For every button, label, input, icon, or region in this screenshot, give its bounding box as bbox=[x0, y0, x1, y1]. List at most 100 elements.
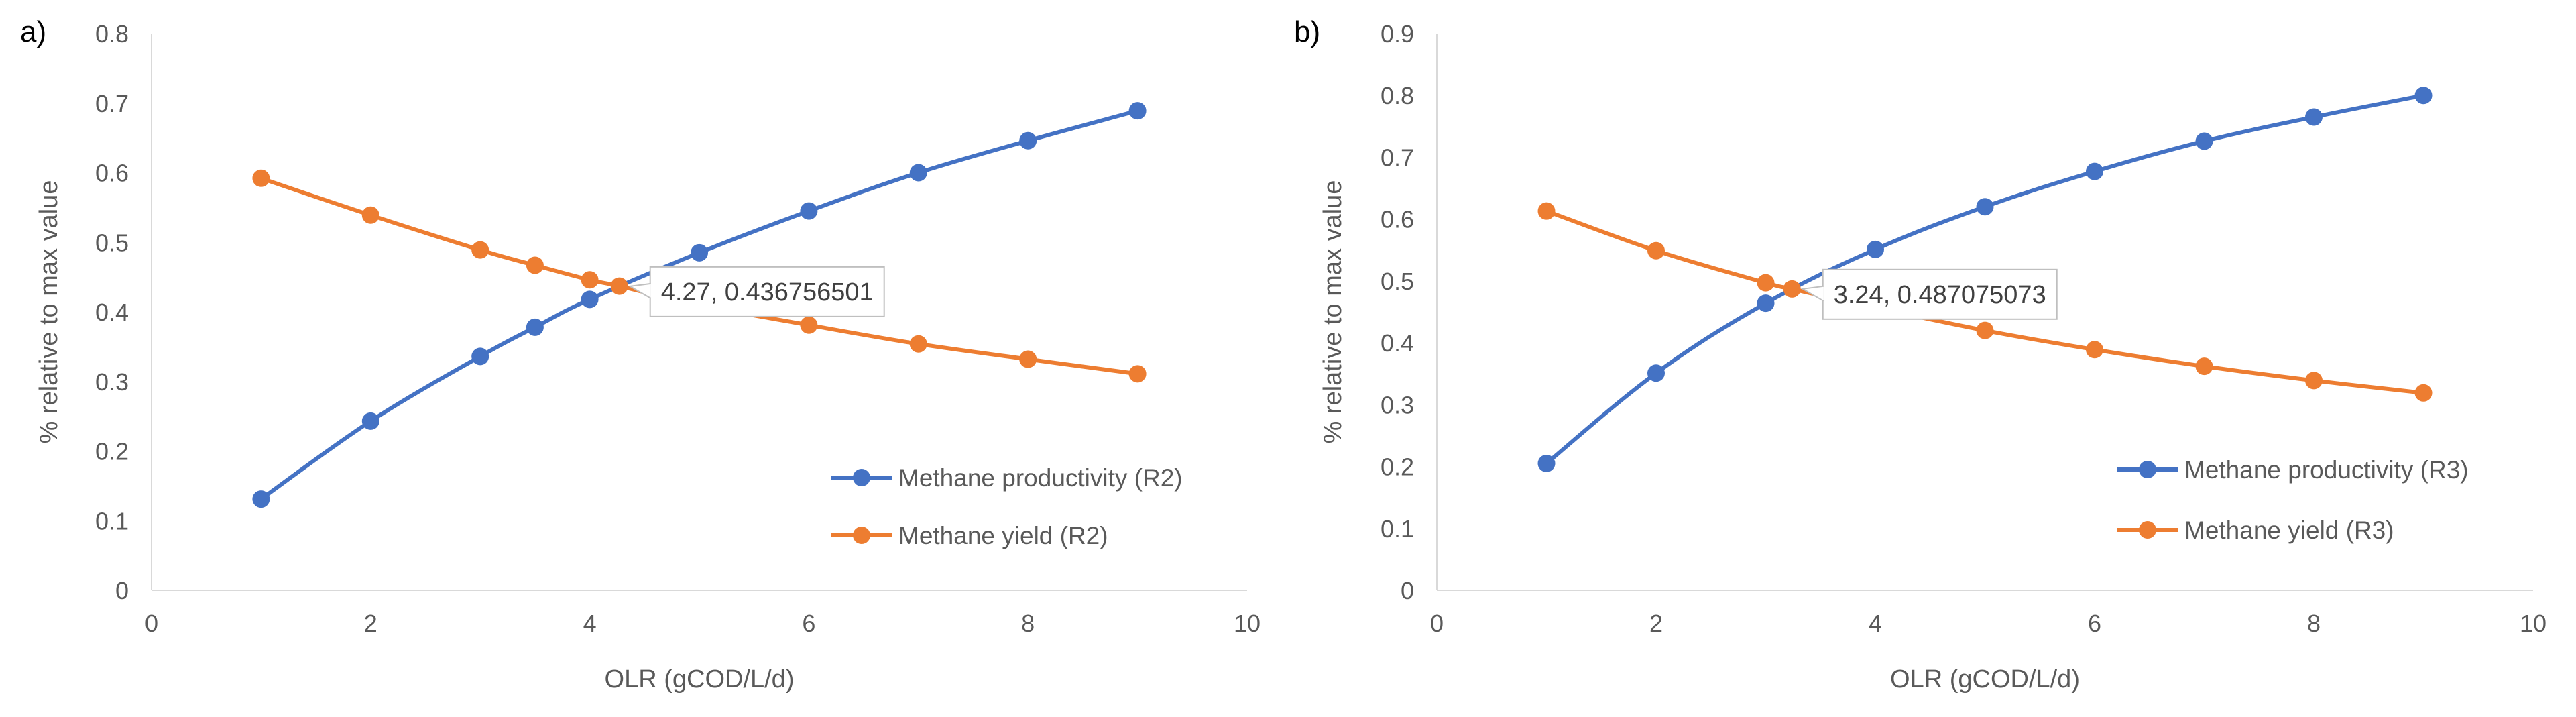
data-point[interactable] bbox=[1019, 131, 1037, 150]
y-tick-label: 0 bbox=[115, 577, 129, 604]
x-tick-label: 10 bbox=[1234, 610, 1261, 637]
x-axis-title: OLR (gCOD/L/d) bbox=[1890, 665, 2080, 694]
legend-label: Methane yield (R3) bbox=[2184, 516, 2394, 544]
callout-text: 4.27, 0.436756501 bbox=[661, 278, 874, 307]
data-callout: 4.27, 0.436756501 bbox=[628, 266, 885, 317]
y-tick-label: 0.2 bbox=[95, 438, 129, 465]
data-point[interactable] bbox=[2086, 162, 2103, 180]
x-tick-label: 0 bbox=[1430, 610, 1444, 637]
data-point[interactable] bbox=[361, 412, 379, 430]
legend-marker bbox=[853, 527, 870, 544]
y-tick-label: 0.8 bbox=[95, 20, 129, 48]
series-line bbox=[1544, 209, 2426, 395]
x-tick-label: 6 bbox=[802, 610, 815, 637]
data-point[interactable] bbox=[252, 169, 270, 187]
x-tick-label: 4 bbox=[1869, 610, 1882, 637]
data-point[interactable] bbox=[1783, 280, 1801, 298]
data-point[interactable] bbox=[361, 206, 379, 224]
data-point[interactable] bbox=[471, 241, 489, 259]
x-tick-label: 2 bbox=[364, 610, 377, 637]
data-point[interactable] bbox=[1976, 198, 1994, 216]
y-tick-label: 0.4 bbox=[1381, 329, 1414, 357]
x-axis-title: OLR (gCOD/L/d) bbox=[605, 665, 795, 694]
data-point[interactable] bbox=[800, 202, 818, 220]
callout-pointer bbox=[628, 282, 652, 299]
x-tick-label: 6 bbox=[2088, 610, 2101, 637]
series-methane-productivity bbox=[252, 102, 1147, 508]
data-point[interactable] bbox=[909, 164, 927, 182]
x-tick-label: 0 bbox=[145, 610, 158, 637]
x-tick-label: 2 bbox=[1649, 610, 1663, 637]
panel-label: b) bbox=[1294, 15, 1320, 48]
legend: Methane productivity (R3) Methane yield (… bbox=[2117, 456, 2469, 544]
chart-panel-2: b) 0 0.1 0.2 0.3 0.4 0.5 0.6 0.7 0.8 0.9 0 2 4 6 8 10 OLR… bbox=[1294, 15, 2546, 694]
y-tick-label: 0.1 bbox=[95, 507, 129, 535]
chart-panel-1: a) 0 0.1 0.2 0.3 0.4 0.5 0.6 0.7 0.8 0 2 4 6 8 10 OLR (g… bbox=[20, 15, 1261, 694]
y-tick-label: 0.3 bbox=[1381, 391, 1414, 419]
legend-marker bbox=[2139, 521, 2156, 539]
x-tick-label: 8 bbox=[2307, 610, 2321, 637]
y-tick-label: 0.1 bbox=[1381, 515, 1414, 543]
data-point[interactable] bbox=[610, 277, 628, 295]
data-point[interactable] bbox=[2086, 341, 2103, 359]
y-tick-label: 0.6 bbox=[1381, 206, 1414, 233]
data-point[interactable] bbox=[2305, 372, 2323, 390]
y-tick-label: 0 bbox=[1401, 577, 1414, 604]
y-tick-label: 0.2 bbox=[1381, 453, 1414, 481]
legend-marker bbox=[2139, 461, 2156, 478]
x-tick-label: 8 bbox=[1021, 610, 1035, 637]
data-point[interactable] bbox=[471, 347, 489, 366]
y-tick-label: 0.5 bbox=[95, 229, 129, 256]
legend-label: Methane productivity (R3) bbox=[2184, 456, 2469, 484]
data-point[interactable] bbox=[526, 318, 544, 336]
y-tick-label: 0.5 bbox=[1381, 268, 1414, 295]
data-point[interactable] bbox=[1537, 202, 1556, 220]
x-tick-label: 4 bbox=[583, 610, 597, 637]
legend-marker bbox=[853, 469, 870, 486]
y-axis-title: % relative to max value bbox=[35, 180, 63, 444]
data-point[interactable] bbox=[1867, 240, 1884, 258]
data-point[interactable] bbox=[1019, 350, 1037, 368]
data-point[interactable] bbox=[581, 271, 599, 289]
y-tick-label: 0.8 bbox=[1381, 82, 1414, 109]
data-point[interactable] bbox=[800, 316, 818, 334]
data-point[interactable] bbox=[1647, 241, 1665, 260]
data-point[interactable] bbox=[252, 490, 270, 508]
y-tick-label: 0.6 bbox=[95, 160, 129, 187]
y-tick-label: 0.9 bbox=[1381, 20, 1414, 48]
data-point[interactable] bbox=[1757, 294, 1775, 313]
x-tick-label: 10 bbox=[2520, 610, 2546, 637]
data-point[interactable] bbox=[909, 335, 927, 353]
data-point[interactable] bbox=[1976, 321, 1994, 339]
data-point[interactable] bbox=[1537, 454, 1556, 472]
data-point[interactable] bbox=[1647, 364, 1665, 382]
y-tick-label: 0.4 bbox=[95, 298, 129, 326]
callout-box bbox=[649, 266, 885, 317]
data-point[interactable] bbox=[2414, 87, 2433, 105]
callout-text: 3.24, 0.487075073 bbox=[1834, 281, 2046, 309]
data-point[interactable] bbox=[2414, 384, 2433, 402]
data-point[interactable] bbox=[1757, 274, 1775, 292]
y-tick-label: 0.7 bbox=[1381, 144, 1414, 171]
y-tick-label: 0.3 bbox=[95, 368, 129, 396]
y-axis-title: % relative to max value bbox=[1319, 180, 1347, 444]
data-point[interactable] bbox=[2305, 108, 2323, 126]
series-line bbox=[259, 109, 1140, 502]
legend-label: Methane productivity (R2) bbox=[898, 464, 1183, 492]
data-point[interactable] bbox=[1128, 102, 1147, 120]
data-point[interactable] bbox=[581, 290, 599, 309]
data-point[interactable] bbox=[2195, 357, 2213, 376]
callout-box bbox=[1822, 268, 2058, 320]
y-tick-label: 0.7 bbox=[95, 90, 129, 117]
series-methane-productivity bbox=[1537, 87, 2433, 472]
data-point[interactable] bbox=[526, 256, 544, 274]
legend-label: Methane yield (R2) bbox=[898, 522, 1108, 549]
legend: Methane productivity (R2) Methane yield (… bbox=[831, 464, 1183, 549]
data-point[interactable] bbox=[691, 243, 708, 262]
data-point[interactable] bbox=[2195, 132, 2213, 150]
callout-pointer bbox=[1800, 285, 1824, 302]
data-point[interactable] bbox=[1128, 365, 1147, 383]
data-callout: 3.24, 0.487075073 bbox=[1800, 268, 2058, 320]
